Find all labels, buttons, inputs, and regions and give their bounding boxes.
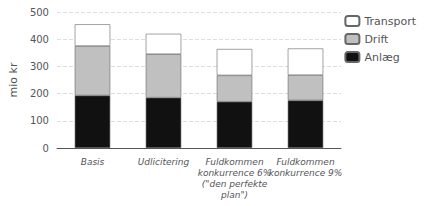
svg-text:200: 200 xyxy=(30,88,49,99)
svg-text:Basis: Basis xyxy=(81,157,105,167)
svg-text:konkurrence 6%: konkurrence 6% xyxy=(198,168,272,178)
svg-text:Fuldkommen: Fuldkommen xyxy=(205,157,264,167)
svg-text:500: 500 xyxy=(30,7,49,18)
svg-text:300: 300 xyxy=(30,61,49,72)
svg-text:plan"): plan") xyxy=(220,190,248,200)
svg-text:Drift: Drift xyxy=(364,33,389,46)
svg-text:konkurrence 9%: konkurrence 9% xyxy=(269,168,343,178)
svg-text:0: 0 xyxy=(43,143,49,154)
svg-text:Fuldkommen: Fuldkommen xyxy=(276,157,335,167)
svg-text:Anlæg: Anlæg xyxy=(364,51,399,64)
svg-text:100: 100 xyxy=(30,115,49,126)
svg-text:mio kr: mio kr xyxy=(7,62,20,97)
svg-text:Udlicitering: Udlicitering xyxy=(138,157,190,167)
svg-text:("den perfekte: ("den perfekte xyxy=(202,179,268,189)
svg-text:Transport: Transport xyxy=(363,15,416,28)
svg-text:400: 400 xyxy=(30,34,49,45)
